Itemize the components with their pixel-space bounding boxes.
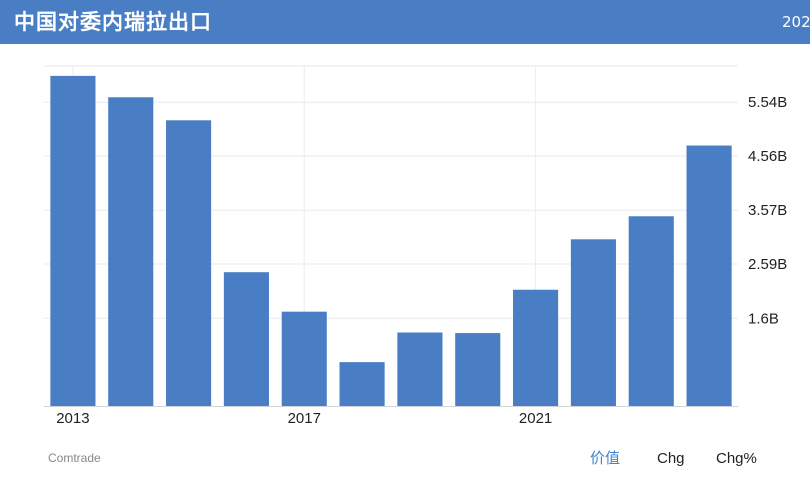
tab-value[interactable]: 价值	[590, 450, 621, 467]
x-tick-label: 2021	[519, 410, 552, 427]
bar-2015	[166, 120, 212, 407]
bar-2023	[628, 216, 674, 406]
bar-2022	[570, 239, 616, 406]
x-tick-label: 2013	[56, 410, 89, 427]
bar-2021	[513, 289, 559, 406]
y-tick-label: 4.56B	[748, 148, 787, 165]
bar-2013	[50, 75, 96, 406]
tab-chg-percent[interactable]: Chg%	[716, 450, 757, 467]
header-year-label: 2026	[782, 13, 810, 31]
y-tick-label: 2.59B	[748, 256, 787, 273]
chart-header: 中国对委内瑞拉出口 2026	[0, 0, 810, 44]
bar-2016	[223, 272, 269, 406]
bar-2017	[281, 311, 327, 406]
bar-2018	[339, 362, 385, 406]
y-tick-label: 3.57B	[748, 202, 787, 219]
x-tick-label: 2017	[288, 410, 321, 427]
bar-chart: 2013 2017 2021 1.6B 2.59B 3.57B 4.56B 5.54B	[44, 65, 787, 427]
tab-chg[interactable]: Chg	[657, 450, 685, 467]
bar-2014	[108, 97, 154, 407]
chart-title: 中国对委内瑞拉出口	[14, 10, 212, 34]
y-tick-label: 5.54B	[748, 94, 787, 111]
bar-2024	[686, 145, 732, 407]
bar-2020	[455, 333, 501, 406]
bar-2019	[397, 332, 443, 406]
data-source-label: Comtrade	[48, 451, 101, 465]
y-tick-label: 1.6B	[748, 310, 779, 327]
